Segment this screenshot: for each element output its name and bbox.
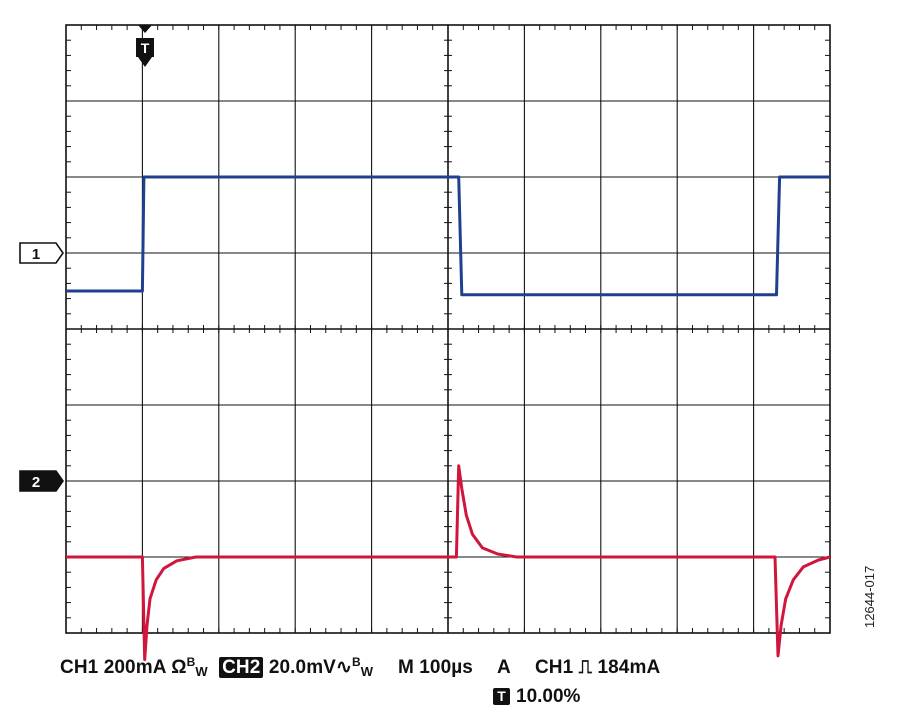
channel-1-marker-label: 1 [32, 246, 40, 263]
markers: T 1 2 [19, 25, 154, 492]
trigger-position: 10.00% [516, 686, 581, 707]
trigger-level: 184mA [597, 657, 661, 678]
traces [66, 175, 831, 662]
trigger-position-icon: T [493, 688, 510, 705]
ch1-bw-b: B [186, 655, 196, 669]
status-readout: CH1 200mA ΩBW CH2 20.0mV∿BW M 100µs A CH… [60, 655, 660, 679]
timebase: M 100µs [397, 657, 473, 678]
trigger-mode: A [497, 657, 511, 678]
ch1-scale: 200mA [103, 657, 166, 678]
ch2-coupling-icon: ∿ [335, 657, 352, 678]
figure-id: 12644-017 [862, 565, 877, 628]
trigger-marker: T [136, 25, 154, 67]
channel-2-marker: 2 [19, 470, 64, 492]
trace-channel-2 [66, 464, 831, 662]
ch1-coupling-icon: Ω [171, 657, 187, 678]
channel-2-marker-label: 2 [32, 474, 40, 491]
graticule [65, 24, 831, 634]
trace-channel-1 [66, 175, 830, 297]
ch1-bw-w: W [195, 664, 208, 679]
ch2-bw-b: B [352, 655, 361, 669]
trigger-slope-icon: ⎍ [578, 657, 593, 678]
ch1-label: CH1 [60, 657, 99, 678]
trigger-marker-label: T [141, 40, 150, 56]
trigger-position-readout: T 10.00% [493, 686, 580, 708]
trigger-source: CH1 [534, 657, 574, 678]
ch2-bw-w: W [360, 664, 374, 679]
ch2-label: CH2 [219, 657, 264, 678]
ch2-scale: 20.0mV [268, 657, 336, 678]
channel-1-marker: 1 [19, 242, 64, 264]
